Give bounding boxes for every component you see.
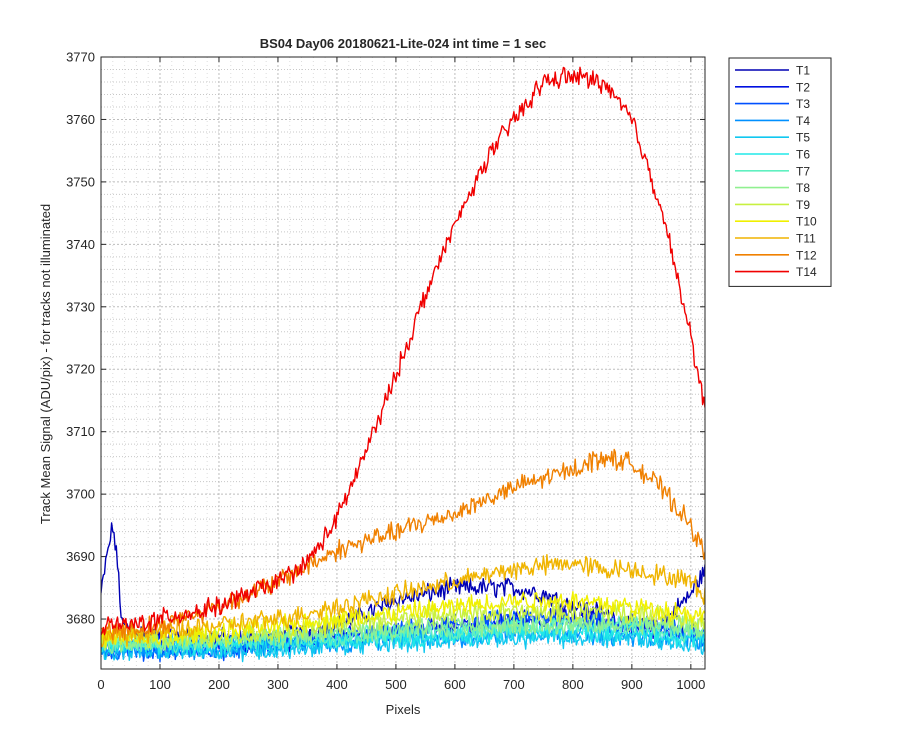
y-tick-label: 3760 xyxy=(66,112,95,127)
y-tick-label: 3710 xyxy=(66,424,95,439)
y-tick-label: 3770 xyxy=(66,50,95,65)
y-tick-label: 3730 xyxy=(66,299,95,314)
x-tick-label: 1000 xyxy=(676,677,705,692)
axes-box xyxy=(100,56,706,670)
x-tick-label: 800 xyxy=(562,677,584,692)
series-line-t9 xyxy=(101,601,705,649)
y-tick-label: 3720 xyxy=(66,362,95,377)
x-tick-label: 0 xyxy=(97,677,104,692)
y-tick-label: 3700 xyxy=(66,487,95,502)
legend-label-t4: T4 xyxy=(796,114,810,128)
y-tick-label: 3740 xyxy=(66,237,95,252)
legend-box xyxy=(728,57,832,287)
x-tick-label: 400 xyxy=(326,677,348,692)
legend-label-t9: T9 xyxy=(796,198,810,212)
legend-label-t10: T10 xyxy=(796,215,817,229)
legend-label-t8: T8 xyxy=(796,181,810,195)
x-tick-label: 500 xyxy=(385,677,407,692)
x-tick-label: 900 xyxy=(621,677,643,692)
legend-label-t2: T2 xyxy=(796,80,810,94)
legend-label-t11: T11 xyxy=(796,232,816,246)
axes-background xyxy=(101,57,705,669)
y-axis-label: Track Mean Signal (ADU/pix) - for tracks… xyxy=(38,204,53,524)
legend-label-t5: T5 xyxy=(796,131,810,145)
x-tick-label: 300 xyxy=(267,677,289,692)
series-line-t11 xyxy=(101,554,705,648)
plot-area: 3680 3690 3700 3710 3720 3730 3740 3750 3760 3770… xyxy=(66,50,706,692)
series-line-t14 xyxy=(101,66,705,636)
legend: T1 T2 T3 T4 T5 T6 T7 T8 T9 T10 T11 T12 T14 xyxy=(728,57,832,287)
x-tick-label: 100 xyxy=(149,677,171,692)
legend-label-t1: T1 xyxy=(796,64,810,78)
chart-title: BS04 Day06 20180621-Lite-024 int time = … xyxy=(260,36,547,51)
legend-label-t6: T6 xyxy=(796,148,810,162)
legend-label-t3: T3 xyxy=(796,97,810,111)
x-tick-label: 200 xyxy=(208,677,230,692)
x-axis-label: Pixels xyxy=(386,702,421,717)
x-tick-label: 700 xyxy=(503,677,525,692)
x-tick-label: 600 xyxy=(444,677,466,692)
series-group xyxy=(101,66,705,663)
y-tick-label: 3750 xyxy=(66,174,95,189)
y-tick-label: 3680 xyxy=(66,612,95,627)
y-tick-label: 3690 xyxy=(66,549,95,564)
legend-label-t12: T12 xyxy=(796,248,817,262)
legend-label-t7: T7 xyxy=(796,164,810,178)
series-line-t12 xyxy=(101,448,705,641)
series-line-t10 xyxy=(101,591,705,648)
legend-label-t14: T14 xyxy=(796,265,817,279)
